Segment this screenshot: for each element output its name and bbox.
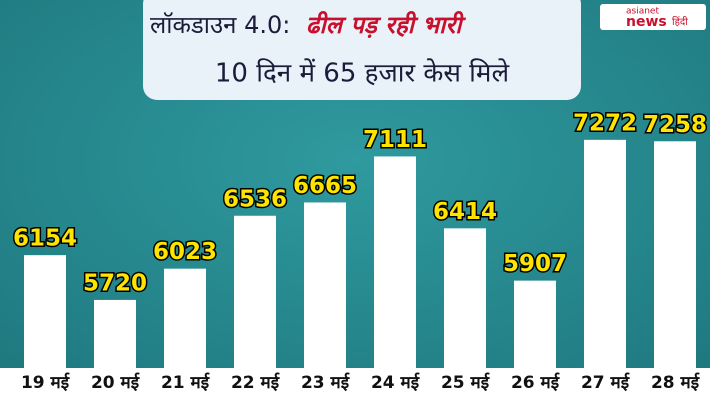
value-label: 6023 [153, 239, 217, 265]
x-tick-label: 19 मई [21, 372, 70, 393]
label-strip [0, 368, 710, 400]
chart-title: लॉकडाउन 4.0: ढील पड़ रही भारी [150, 11, 466, 39]
bar [234, 215, 276, 370]
value-label: 6414 [433, 199, 497, 225]
logo-text: asianet [626, 7, 659, 17]
bar [444, 228, 486, 370]
x-tick-label: 25 मई [441, 372, 490, 393]
title-box [143, 0, 581, 100]
value-label: 6154 [13, 226, 77, 252]
value-label: 5720 [83, 270, 147, 296]
bar [164, 268, 206, 370]
bar [584, 139, 626, 370]
value-label: 5907 [503, 251, 567, 277]
value-label: 6536 [223, 186, 287, 212]
x-tick-label: 26 मई [511, 372, 560, 393]
x-tick-label: 23 मई [301, 372, 350, 393]
logo-text: हिंदी [672, 16, 688, 28]
logo-text: news [626, 14, 667, 30]
value-label: 6665 [293, 173, 357, 199]
value-label: 7111 [363, 127, 427, 153]
logo-box [600, 4, 706, 30]
bar [304, 202, 346, 370]
title-highlight: ढील पड़ रही भारी [306, 11, 466, 39]
subtitle: 10 दिन में 65 हजार केस मिले [215, 58, 510, 89]
bar [654, 141, 696, 370]
x-tick-label: 22 मई [231, 372, 280, 393]
value-label: 7272 [573, 110, 637, 136]
x-tick-label: 24 मई [371, 372, 420, 393]
x-tick-label: 21 मई [161, 372, 210, 393]
value-label: 7258 [643, 112, 707, 138]
x-tick-label: 28 मई [651, 372, 700, 393]
title-main: लॉकडाउन 4.0: [150, 11, 290, 39]
x-tick-label: 20 मई [91, 372, 140, 393]
bar [514, 280, 556, 370]
bar [374, 156, 416, 370]
bar [94, 299, 136, 370]
bar [24, 255, 66, 370]
x-tick-label: 27 मई [581, 372, 630, 393]
